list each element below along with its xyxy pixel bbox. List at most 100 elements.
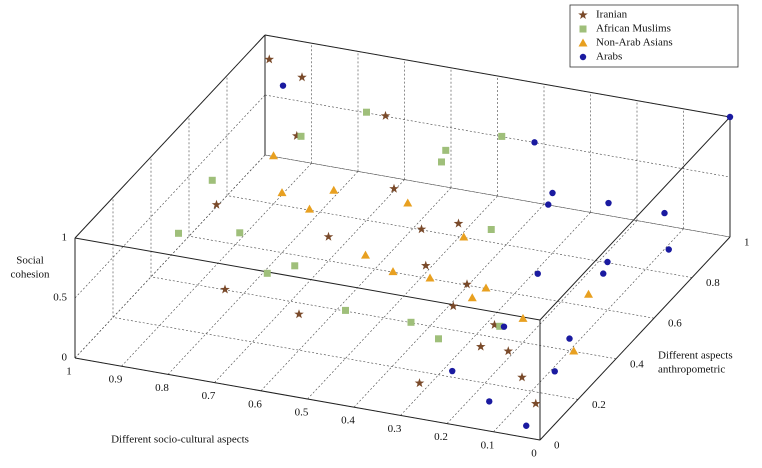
grid-line bbox=[188, 235, 655, 319]
x-tick-label: 0.5 bbox=[295, 407, 309, 419]
grid-line bbox=[226, 195, 693, 278]
data-point bbox=[604, 258, 611, 266]
grid-line bbox=[74, 94, 266, 299]
grid-line bbox=[112, 317, 579, 400]
legend-marker bbox=[578, 10, 588, 19]
data-point bbox=[476, 341, 486, 351]
x-tick-label: 0.3 bbox=[388, 423, 402, 435]
data-point bbox=[448, 301, 458, 311]
axis-edge bbox=[74, 357, 541, 441]
data-point bbox=[462, 279, 472, 289]
data-point bbox=[175, 229, 182, 237]
x-tick-label: 1 bbox=[66, 366, 72, 378]
data-point bbox=[534, 270, 541, 277]
data-point bbox=[503, 346, 513, 356]
y-tick-label: 0.6 bbox=[668, 318, 682, 330]
data-point bbox=[665, 246, 672, 253]
data-point bbox=[549, 189, 556, 197]
legend-marker bbox=[579, 25, 587, 33]
data-point bbox=[361, 250, 370, 259]
data-point bbox=[407, 318, 415, 326]
data-point bbox=[600, 270, 607, 277]
legend-label: Arabs bbox=[596, 51, 622, 63]
axis-edge bbox=[539, 236, 731, 441]
data-point bbox=[277, 188, 287, 197]
data-point bbox=[551, 368, 558, 375]
z-tick-label: 0 bbox=[62, 352, 68, 364]
data-point bbox=[211, 199, 222, 209]
y-tick-label: 0 bbox=[554, 440, 560, 452]
z-tick-label: 0.5 bbox=[53, 292, 67, 304]
data-point bbox=[569, 346, 579, 355]
data-point bbox=[380, 110, 391, 120]
data-point bbox=[425, 273, 435, 282]
data-point bbox=[489, 319, 500, 329]
data-point bbox=[459, 232, 469, 241]
data-point bbox=[531, 398, 541, 408]
data-point bbox=[438, 158, 445, 166]
z-tick-label: 1 bbox=[62, 232, 68, 244]
legend-box bbox=[569, 4, 739, 68]
data-point bbox=[208, 176, 216, 184]
x-tick-label: 0.7 bbox=[202, 390, 216, 402]
y-axis-label: Different aspects bbox=[658, 350, 733, 362]
x-tick-label: 0.4 bbox=[341, 415, 355, 427]
z-axis-label: cohesion bbox=[10, 269, 50, 281]
data-point bbox=[363, 108, 370, 116]
grid-line bbox=[353, 203, 545, 408]
x-tick-label: 0.9 bbox=[109, 374, 123, 386]
data-point bbox=[500, 323, 508, 330]
data-point bbox=[726, 113, 734, 121]
grid-line bbox=[167, 171, 359, 375]
data-point bbox=[486, 398, 493, 405]
grid-line bbox=[400, 212, 591, 416]
data-point bbox=[467, 293, 477, 302]
data-point bbox=[584, 289, 593, 298]
legend-marker bbox=[579, 53, 587, 61]
data-point bbox=[498, 132, 506, 140]
x-tick-label: 0 bbox=[531, 448, 537, 460]
axis-edge bbox=[264, 34, 731, 118]
data-point bbox=[220, 284, 230, 294]
grid-line bbox=[264, 154, 731, 238]
data-point bbox=[523, 422, 530, 429]
data-point bbox=[442, 146, 450, 154]
data-point bbox=[661, 209, 668, 217]
data-point bbox=[294, 309, 304, 319]
z-axis-label: Social bbox=[16, 255, 44, 267]
data-point bbox=[518, 313, 528, 322]
data-point bbox=[297, 72, 307, 82]
legend-marker bbox=[578, 38, 588, 47]
data-point bbox=[605, 199, 612, 207]
grid-line bbox=[74, 154, 266, 359]
data-point bbox=[421, 260, 431, 270]
data-point bbox=[517, 372, 527, 382]
data-point bbox=[323, 231, 334, 241]
grid-line bbox=[264, 94, 731, 178]
data-point bbox=[292, 130, 302, 140]
data-point bbox=[453, 218, 464, 228]
data-point bbox=[545, 201, 552, 208]
y-tick-label: 0.8 bbox=[706, 277, 720, 289]
legend-label: Iranian bbox=[596, 9, 628, 21]
data-point bbox=[414, 378, 425, 388]
x-axis-label: Different socio-cultural aspects bbox=[111, 434, 249, 446]
data-point bbox=[389, 183, 399, 193]
x-tick-label: 0.8 bbox=[155, 382, 169, 394]
data-point bbox=[264, 54, 274, 64]
data-point bbox=[481, 283, 491, 292]
data-point bbox=[416, 224, 427, 234]
data-point bbox=[329, 185, 339, 194]
y-axis-label: anthropometric bbox=[658, 364, 725, 376]
axis-edge bbox=[539, 116, 731, 321]
legend: Iranian African Muslims Non-Arab Asians Ara… bbox=[569, 4, 739, 68]
x-tick-label: 0.6 bbox=[248, 398, 262, 410]
data-point bbox=[297, 132, 305, 140]
data-point bbox=[566, 335, 573, 342]
data-point bbox=[403, 198, 413, 207]
y-tick-label: 1 bbox=[744, 237, 750, 249]
x-tick-label: 0.1 bbox=[481, 439, 495, 451]
legend-label: Non-Arab Asians bbox=[596, 37, 673, 49]
axis-edge bbox=[74, 34, 266, 239]
